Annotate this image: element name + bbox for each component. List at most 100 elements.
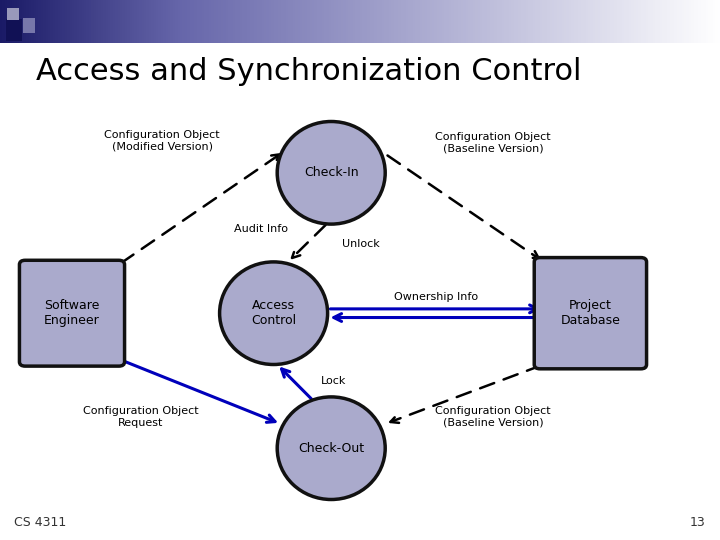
Bar (99, 0, 101, 43)
Bar (547, 0, 549, 43)
Bar (221, 0, 223, 43)
Bar (506, 0, 509, 43)
Bar (86, 0, 89, 43)
Bar (329, 0, 331, 43)
Bar (355, 0, 358, 43)
Bar (110, 0, 113, 43)
Bar (540, 0, 542, 43)
Bar (117, 0, 120, 43)
Bar (50, 0, 53, 43)
Bar (468, 0, 470, 43)
Bar (621, 0, 624, 43)
Bar (545, 0, 547, 43)
Bar (564, 0, 567, 43)
Bar (475, 0, 477, 43)
Bar (29, 0, 31, 43)
Bar (336, 0, 338, 43)
Bar (518, 0, 521, 43)
Bar (163, 0, 166, 43)
Bar (151, 0, 153, 43)
Bar (5, 0, 7, 43)
Bar (12, 0, 14, 43)
Bar (146, 0, 149, 43)
Bar (631, 0, 634, 43)
Bar (588, 0, 590, 43)
Bar (360, 0, 362, 43)
Bar (387, 0, 389, 43)
Bar (485, 0, 487, 43)
Bar (322, 0, 324, 43)
Bar (499, 0, 502, 43)
Bar (441, 0, 444, 43)
Bar (374, 0, 377, 43)
Bar (48, 0, 50, 43)
Bar (444, 0, 446, 43)
Bar (509, 0, 511, 43)
Bar (101, 0, 103, 43)
Bar (636, 0, 639, 43)
Bar (667, 0, 670, 43)
Bar (156, 0, 158, 43)
Bar (346, 0, 348, 43)
Bar (120, 0, 122, 43)
Bar (576, 0, 578, 43)
Bar (338, 0, 341, 43)
Bar (207, 0, 209, 43)
Bar (713, 0, 715, 43)
Text: Project
Database: Project Database (560, 299, 621, 327)
Bar (648, 0, 650, 43)
Bar (461, 0, 463, 43)
Bar (598, 0, 600, 43)
Bar (36, 0, 38, 43)
Bar (60, 0, 63, 43)
Bar (144, 0, 146, 43)
Bar (38, 0, 41, 43)
Bar (650, 0, 653, 43)
Bar (7, 8, 19, 20)
Bar (657, 0, 660, 43)
Bar (333, 0, 336, 43)
Bar (643, 0, 646, 43)
Bar (106, 0, 108, 43)
Bar (641, 0, 643, 43)
Bar (549, 0, 552, 43)
Bar (288, 0, 290, 43)
Bar (290, 0, 293, 43)
Bar (451, 0, 454, 43)
Bar (542, 0, 545, 43)
Bar (197, 0, 199, 43)
Bar (418, 0, 420, 43)
Bar (122, 0, 125, 43)
Bar (703, 0, 706, 43)
Bar (396, 0, 398, 43)
Bar (2, 0, 5, 43)
Bar (526, 0, 528, 43)
Bar (233, 0, 235, 43)
Bar (94, 0, 96, 43)
Bar (439, 0, 441, 43)
Bar (629, 0, 631, 43)
FancyBboxPatch shape (534, 258, 647, 369)
Bar (305, 0, 307, 43)
Bar (175, 0, 178, 43)
Bar (326, 0, 329, 43)
Bar (209, 0, 211, 43)
Bar (245, 0, 247, 43)
Bar (410, 0, 413, 43)
Bar (27, 0, 29, 43)
Bar (495, 0, 497, 43)
Text: Configuration Object
(Baseline Version): Configuration Object (Baseline Version) (436, 132, 551, 154)
Bar (552, 0, 554, 43)
Bar (274, 0, 276, 43)
Bar (180, 0, 182, 43)
Bar (497, 0, 499, 43)
Bar (81, 0, 84, 43)
Bar (463, 0, 466, 43)
Bar (135, 0, 137, 43)
Bar (187, 0, 189, 43)
Bar (377, 0, 379, 43)
Bar (142, 0, 144, 43)
Bar (675, 0, 677, 43)
Bar (459, 0, 461, 43)
Bar (528, 0, 531, 43)
